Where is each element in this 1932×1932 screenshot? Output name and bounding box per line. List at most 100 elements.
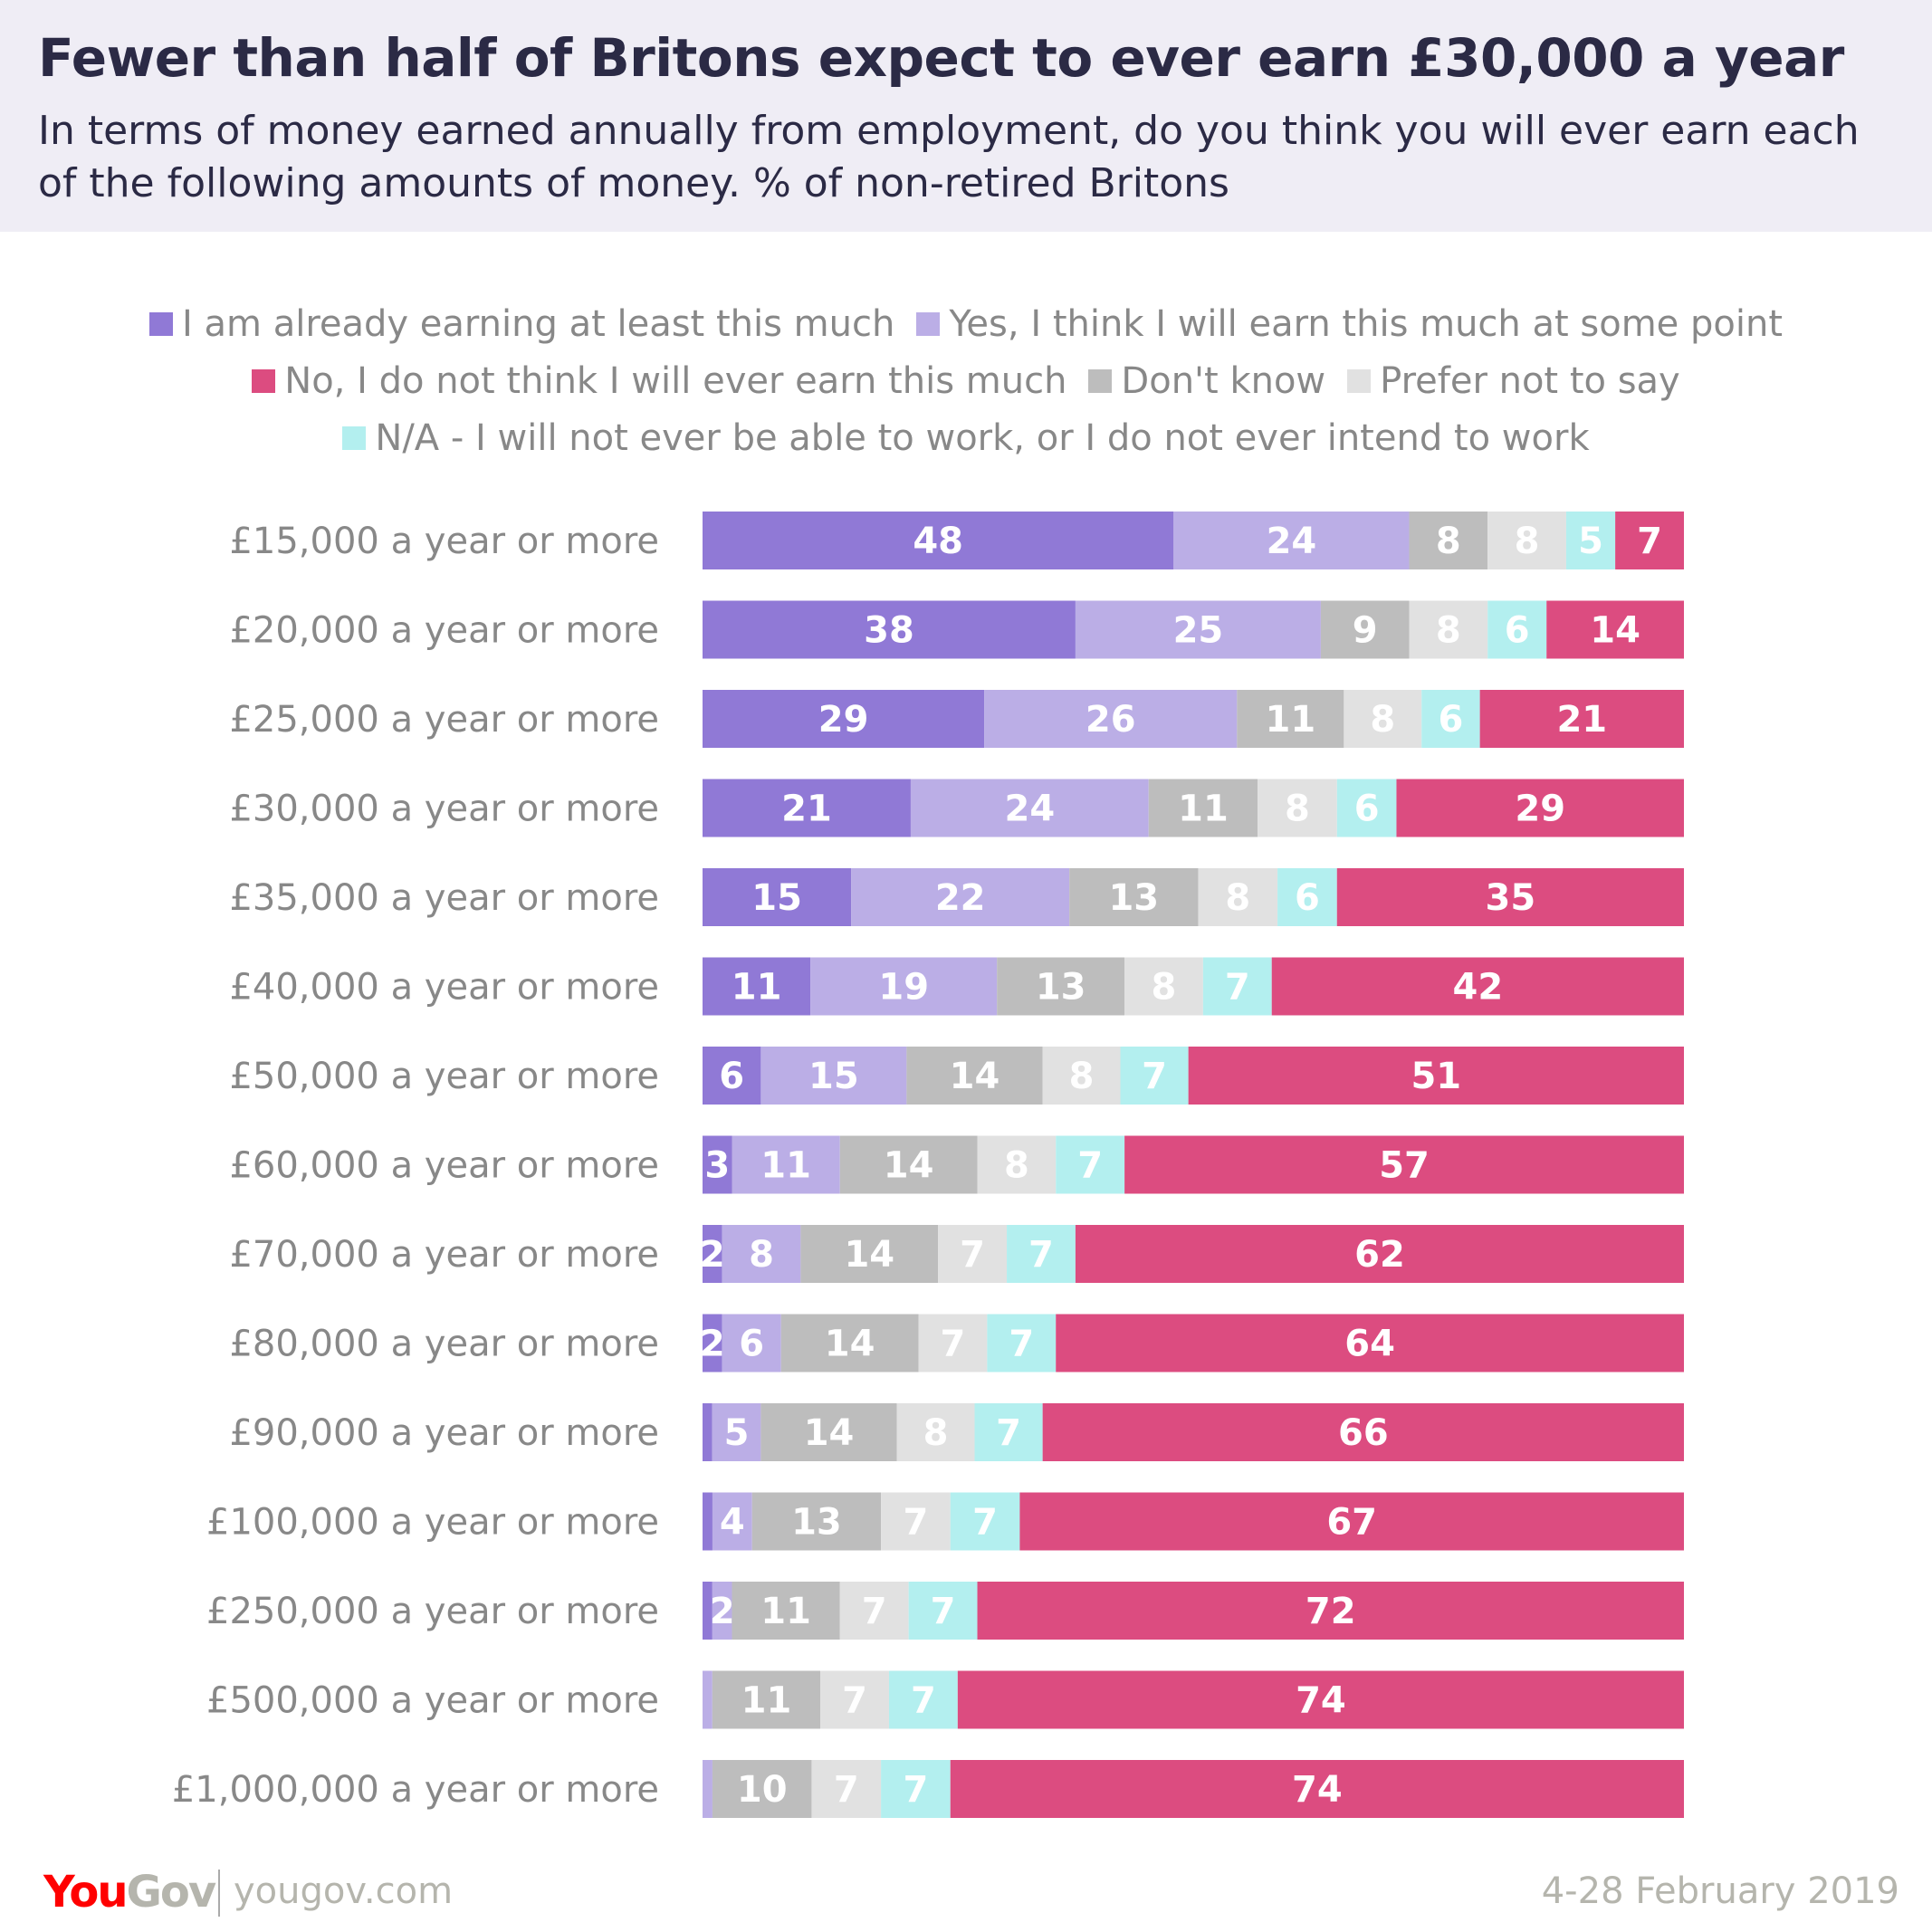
bar-segment [1409,512,1488,569]
category-label: £20,000 a year or more [229,610,659,652]
data-label: 2 [700,1234,725,1276]
category-label: £25,000 a year or more [229,699,659,741]
bar-segment [1396,779,1684,837]
legend-item-no: No, I do not think I will ever earn this… [252,360,1066,402]
bar-segment [800,1225,939,1283]
bar-segment [760,1047,907,1105]
data-label: 11 [760,1591,811,1632]
data-label: 24 [1004,789,1055,830]
bar-segment [722,1314,781,1372]
legend: I am already earning at least this much … [0,295,1932,466]
bar-segment [732,1582,840,1640]
bar-segment [1271,957,1684,1016]
bar-segment [984,690,1238,748]
bar-segment [910,779,1149,837]
bar-segment [712,1582,732,1640]
legend-label: Prefer not to say [1380,359,1680,402]
bar-segment [751,1492,882,1551]
data-label: 6 [1295,877,1320,919]
data-label: 21 [1556,699,1607,741]
data-label: 14 [844,1234,894,1276]
data-label: 11 [1178,789,1229,830]
stacked-bar-chart: £15,000 a year or more 48 24 8 8 5 7£20,000 a … [172,512,1684,1818]
legend-item-already-earning: I am already earning at least this much [148,302,895,345]
bar-segment [1188,1047,1684,1105]
data-label: 5 [1578,521,1603,562]
legend-row: N/A - I will not ever be able to work, o… [0,409,1932,466]
bar-segment [703,1314,722,1372]
category-label: £500,000 a year or more [206,1680,659,1722]
bar-segment [1237,690,1344,748]
header: Fewer than half of Britons expect to eve… [0,0,1932,232]
data-label: 67 [1326,1502,1377,1544]
bar-segment [881,1492,951,1551]
bar-segment [780,1314,919,1372]
legend-item-na: N/A - I will not ever be able to work, o… [342,417,1590,459]
data-label: 7 [903,1502,928,1544]
data-label: 7 [960,1234,985,1276]
data-label: 7 [834,1769,859,1811]
data-label: 7 [1142,1056,1167,1097]
data-label: 7 [1637,521,1662,562]
data-label: 15 [808,1056,859,1097]
category-label: £250,000 a year or more [206,1591,659,1632]
data-label: 2 [700,1324,725,1365]
category-label: £90,000 a year or more [229,1412,659,1454]
data-label: 7 [940,1324,965,1365]
bar-segment [703,1492,713,1551]
bar-segment [987,1314,1057,1372]
legend-item-yes: Yes, I think I will earn this much at so… [916,303,1783,345]
data-label: 11 [732,967,782,1009]
data-label: 42 [1453,967,1504,1009]
data-label: 7 [931,1591,956,1632]
bar-segment [950,1492,1020,1551]
legend-swatch [148,311,173,336]
bar-segment [703,1047,761,1105]
bar-segment [760,1403,897,1461]
bar-segment [703,512,1174,569]
legend-label: Yes, I think I will earn this much at so… [949,302,1784,345]
data-label: 66 [1338,1412,1389,1454]
data-label: 8 [1370,699,1395,741]
data-label: 7 [972,1502,998,1544]
bar-segment [1344,690,1422,748]
bar-segment [1202,957,1272,1016]
data-label: 6 [1354,789,1380,830]
data-label: 8 [1436,610,1461,652]
data-label: 13 [1036,967,1086,1009]
legend-swatch [252,368,276,393]
bar-segment [1336,868,1684,926]
bar-segment [1042,1047,1121,1105]
legend-label: No, I do not think I will ever earn this… [284,359,1067,402]
bar-segment [1069,868,1199,926]
legend-label: I am already earning at least this much [181,302,895,345]
data-label: 7 [1009,1324,1034,1365]
bar-segment [712,1760,812,1818]
data-label: 8 [923,1412,949,1454]
data-label: 6 [1505,610,1530,652]
bar-segment [1277,868,1337,926]
data-label: 8 [1515,521,1540,562]
bar-segment [712,1670,821,1729]
bar-segment [703,1135,732,1194]
bar-segment [1320,600,1410,659]
footer-url[interactable]: yougov.com [234,1870,454,1912]
data-label: 22 [935,877,986,919]
bar-segment [712,1492,752,1551]
bar-segment [918,1314,988,1372]
bar-segment [1042,1403,1684,1461]
legend-row: I am already earning at least this much … [0,295,1932,352]
data-label: 7 [1028,1234,1054,1276]
data-label: 64 [1344,1324,1395,1365]
data-label: 6 [719,1056,744,1097]
data-label: 57 [1379,1145,1430,1187]
legend-swatch [916,311,941,336]
category-label: £70,000 a year or more [229,1234,659,1276]
category-label: £60,000 a year or more [229,1145,659,1187]
data-label: 38 [864,610,914,652]
bar-segment [703,600,1076,659]
bar-segment [1409,600,1488,659]
bar-segment [703,1760,713,1818]
yougov-logo: YouGov [43,1867,216,1918]
bar-segment [938,1225,1008,1283]
